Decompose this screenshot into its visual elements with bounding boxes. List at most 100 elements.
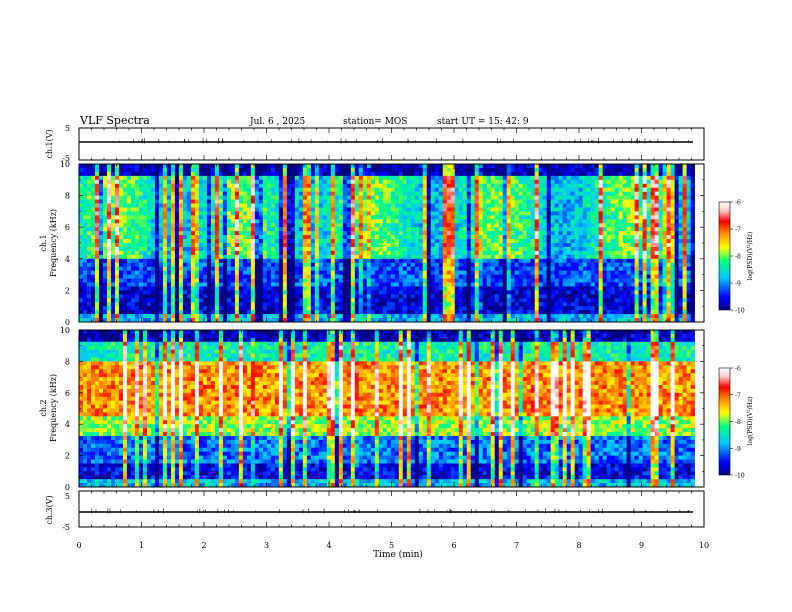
spectrogram-cell bbox=[430, 274, 436, 279]
spectrogram-cell bbox=[266, 199, 272, 204]
spectrogram-cell bbox=[338, 282, 344, 287]
spectrogram-cell bbox=[182, 278, 188, 283]
spectrogram-cell bbox=[462, 215, 468, 220]
spectrogram-cell bbox=[310, 207, 316, 212]
spectrogram-cell bbox=[446, 211, 452, 216]
spectrogram-cell bbox=[338, 227, 344, 232]
spectrogram-cell bbox=[390, 243, 396, 248]
spectrogram-cell bbox=[498, 183, 504, 188]
spectrogram-cell bbox=[174, 179, 180, 185]
spectrogram-cell bbox=[170, 250, 176, 256]
spectrogram-cell bbox=[266, 302, 272, 307]
spectrogram-cell bbox=[114, 258, 120, 264]
spectrogram-cell bbox=[250, 266, 256, 271]
spectrogram-cell bbox=[94, 227, 100, 232]
spectrogram-cell bbox=[426, 310, 432, 315]
spectrogram-cell bbox=[442, 258, 448, 264]
spectrogram-cell bbox=[114, 235, 120, 240]
spectrogram-cell bbox=[178, 254, 184, 260]
spectrogram-cell bbox=[314, 231, 320, 236]
spectrogram-cell bbox=[446, 290, 452, 295]
spectrogram-cell bbox=[79, 310, 84, 315]
spectrogram-cell bbox=[474, 298, 480, 303]
spectrogram-cell bbox=[430, 302, 436, 307]
spectrogram-cell bbox=[110, 219, 116, 224]
spectrogram-cell bbox=[502, 310, 508, 315]
spectrogram-cell bbox=[450, 278, 456, 283]
spectrogram-cell bbox=[390, 282, 396, 287]
spectrogram-cell bbox=[174, 235, 180, 240]
spectrogram-cell bbox=[378, 223, 384, 228]
spectrogram-cell bbox=[534, 191, 540, 196]
spectrogram-cell bbox=[226, 294, 232, 299]
spectrogram-cell bbox=[250, 310, 256, 315]
spectrogram-cell bbox=[138, 286, 144, 291]
spectrogram-cell bbox=[262, 314, 268, 319]
spectrogram-cell bbox=[402, 171, 408, 177]
spectrogram-cell bbox=[162, 183, 168, 188]
spectrogram-cell bbox=[434, 246, 440, 252]
spectrogram-cell bbox=[386, 167, 392, 173]
spectrogram-cell bbox=[550, 318, 556, 323]
spectrogram-cell bbox=[330, 258, 336, 264]
spectrogram-cell bbox=[214, 262, 220, 267]
spectrogram-cell bbox=[254, 187, 260, 192]
spectrogram-cell bbox=[374, 250, 380, 256]
spectrogram-cell bbox=[330, 179, 336, 185]
spectrogram-cell bbox=[130, 290, 136, 295]
spectrogram-cell bbox=[258, 302, 264, 307]
spectrogram-cell bbox=[270, 195, 276, 200]
spectrogram-cell bbox=[234, 191, 240, 196]
spectrogram-cell bbox=[130, 318, 136, 323]
spectrogram-cell bbox=[350, 207, 356, 212]
spectrogram-cell bbox=[158, 254, 164, 260]
spectrogram-cell bbox=[438, 199, 444, 204]
spectrogram-cell bbox=[474, 294, 480, 299]
spectrogram-cell bbox=[402, 203, 408, 208]
spectrogram-cell bbox=[282, 314, 288, 319]
spectrogram-cell bbox=[458, 314, 464, 319]
spectrogram-cell bbox=[386, 227, 392, 232]
spectrogram-cell bbox=[150, 314, 156, 319]
spectrogram-cell bbox=[502, 314, 508, 319]
spectrogram-cell bbox=[226, 167, 232, 173]
spectrogram-cell bbox=[354, 254, 360, 260]
spectrogram-cell bbox=[546, 270, 552, 275]
spectrogram-cell bbox=[474, 258, 480, 264]
spectrogram-cell bbox=[186, 215, 192, 220]
spectrogram-cell bbox=[466, 298, 472, 303]
spectrogram-cell bbox=[442, 191, 448, 196]
spectrogram-cell bbox=[454, 302, 460, 307]
spectrogram-cell bbox=[430, 282, 436, 287]
spectrogram-cell bbox=[446, 199, 452, 204]
spectrogram-cell bbox=[102, 282, 108, 287]
spectrogram-cell bbox=[258, 179, 264, 185]
spectrogram-cell bbox=[98, 235, 104, 240]
spectrogram-cell bbox=[330, 195, 336, 200]
spectrogram-cell bbox=[110, 254, 116, 260]
spectrogram-cell bbox=[294, 314, 300, 319]
spectrogram-cell bbox=[206, 211, 212, 216]
spectrogram-cell bbox=[490, 215, 496, 220]
spectrogram-cell bbox=[450, 298, 456, 303]
spectrogram-cell bbox=[166, 195, 172, 200]
spectrogram-cell bbox=[246, 235, 252, 240]
spectrogram-cell bbox=[494, 314, 500, 319]
spectrogram-cell bbox=[546, 318, 552, 323]
spectrogram-cell bbox=[518, 262, 524, 267]
spectrogram-cell bbox=[526, 223, 532, 228]
spectrogram-cell bbox=[194, 274, 200, 279]
spectrogram-cell bbox=[490, 219, 496, 224]
spectrogram-cell bbox=[142, 286, 148, 291]
spectrogram-cell bbox=[366, 231, 372, 236]
spectrogram-cell bbox=[246, 219, 252, 224]
spectrogram-cell bbox=[246, 187, 252, 192]
spectrogram-cell bbox=[318, 246, 324, 252]
spectrogram-cell bbox=[410, 239, 416, 244]
spectrogram-cell bbox=[138, 239, 144, 244]
spectrogram-cell bbox=[114, 262, 120, 267]
spectrogram-cell bbox=[79, 239, 84, 244]
spectrogram-cell bbox=[138, 258, 144, 264]
spectrogram-cell bbox=[358, 219, 364, 224]
spectrogram-cell bbox=[154, 187, 160, 192]
